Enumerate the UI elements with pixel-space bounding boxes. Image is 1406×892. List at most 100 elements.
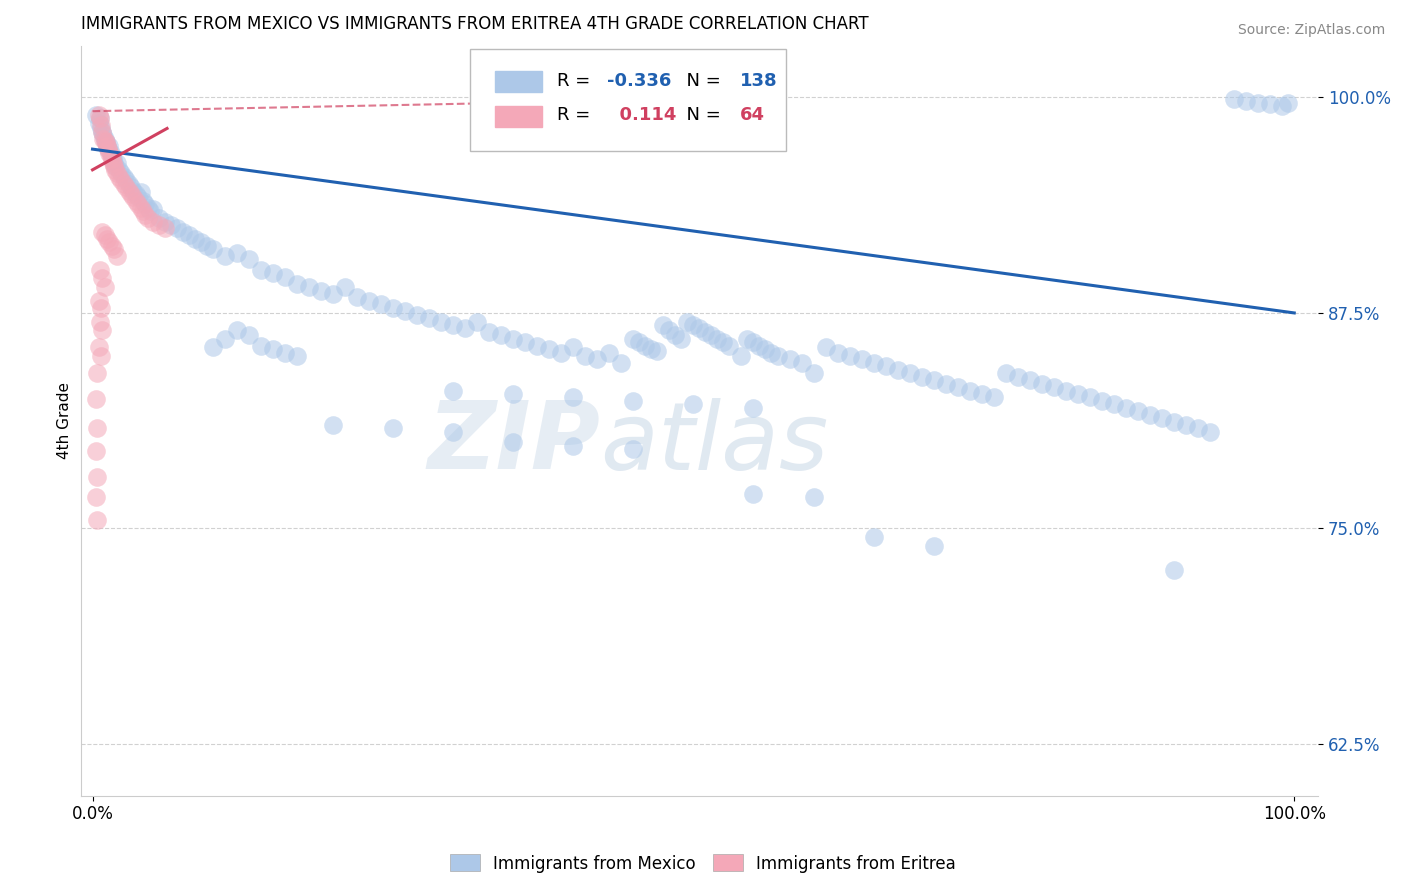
Y-axis label: 4th Grade: 4th Grade: [58, 382, 72, 459]
Point: [100, 149, 122, 163]
Point: [91, 225, 114, 239]
Point: [1007, 369, 1029, 384]
Point: [90, 301, 112, 315]
Point: [84, 491, 107, 505]
Text: ZIP: ZIP: [427, 397, 600, 489]
Point: [598, 345, 620, 359]
Point: [1163, 563, 1185, 577]
Point: [94, 135, 117, 149]
Point: [142, 202, 165, 217]
Point: [93, 134, 115, 148]
Point: [100, 153, 122, 167]
Point: [550, 345, 572, 359]
Point: [621, 332, 644, 346]
Point: [86, 421, 108, 435]
Point: [101, 153, 124, 167]
Point: [586, 352, 609, 367]
Point: [86, 513, 108, 527]
Point: [136, 201, 159, 215]
Point: [104, 160, 127, 174]
Point: [1067, 387, 1090, 401]
Point: [898, 366, 921, 380]
Point: [742, 335, 765, 350]
Point: [682, 318, 704, 332]
Point: [238, 252, 260, 267]
Point: [562, 340, 585, 354]
Point: [1115, 401, 1137, 415]
Point: [381, 301, 404, 315]
Point: [98, 138, 121, 153]
Point: [761, 345, 783, 359]
Point: [166, 221, 188, 235]
Point: [706, 332, 728, 346]
Point: [195, 238, 218, 252]
Point: [875, 359, 897, 374]
Point: [94, 135, 117, 149]
Point: [112, 177, 135, 191]
Point: [91, 125, 114, 139]
Point: [766, 349, 789, 363]
Point: [1175, 417, 1198, 432]
Point: [430, 314, 453, 328]
Point: [370, 297, 392, 311]
Point: [621, 442, 644, 457]
Point: [647, 343, 669, 358]
Point: [658, 323, 681, 337]
Point: [90, 121, 112, 136]
Point: [148, 218, 170, 232]
Text: IMMIGRANTS FROM MEXICO VS IMMIGRANTS FROM ERITREA 4TH GRADE CORRELATION CHART: IMMIGRANTS FROM MEXICO VS IMMIGRANTS FRO…: [80, 15, 868, 33]
Point: [779, 352, 801, 367]
Point: [502, 387, 524, 401]
Point: [946, 380, 969, 394]
Point: [104, 162, 127, 177]
Point: [309, 284, 332, 298]
Point: [718, 339, 741, 353]
Point: [1126, 404, 1149, 418]
Text: N =: N =: [675, 106, 725, 124]
Point: [827, 345, 849, 359]
Point: [676, 314, 699, 328]
Point: [1043, 380, 1066, 394]
Point: [441, 384, 464, 398]
Point: [1054, 384, 1077, 398]
Point: [127, 190, 149, 204]
Point: [713, 335, 735, 350]
Point: [214, 332, 236, 346]
Point: [201, 340, 224, 354]
Point: [1091, 393, 1114, 408]
Point: [454, 321, 477, 335]
Text: 64: 64: [740, 106, 765, 124]
Point: [89, 111, 111, 125]
Point: [125, 194, 148, 208]
Point: [98, 145, 121, 160]
Point: [110, 166, 132, 180]
Point: [803, 491, 825, 505]
Point: [105, 166, 128, 180]
Point: [1163, 415, 1185, 429]
Point: [136, 211, 159, 226]
Point: [1277, 95, 1299, 110]
Point: [515, 335, 537, 350]
Point: [754, 342, 776, 356]
Point: [101, 156, 124, 170]
Point: [249, 339, 271, 353]
Point: [159, 218, 181, 232]
Point: [127, 197, 149, 211]
Point: [1247, 95, 1270, 110]
Point: [441, 425, 464, 439]
Point: [132, 194, 155, 208]
Point: [117, 177, 139, 191]
Point: [262, 342, 284, 356]
Text: atlas: atlas: [600, 398, 828, 489]
Point: [87, 116, 110, 130]
Point: [90, 118, 112, 132]
Text: Source: ZipAtlas.com: Source: ZipAtlas.com: [1237, 23, 1385, 37]
Point: [1102, 397, 1125, 411]
Point: [93, 132, 115, 146]
Text: 0.114: 0.114: [606, 106, 676, 124]
Point: [90, 349, 112, 363]
FancyBboxPatch shape: [495, 105, 543, 127]
Point: [742, 401, 765, 415]
Text: -0.336: -0.336: [606, 72, 671, 90]
Point: [103, 160, 125, 174]
